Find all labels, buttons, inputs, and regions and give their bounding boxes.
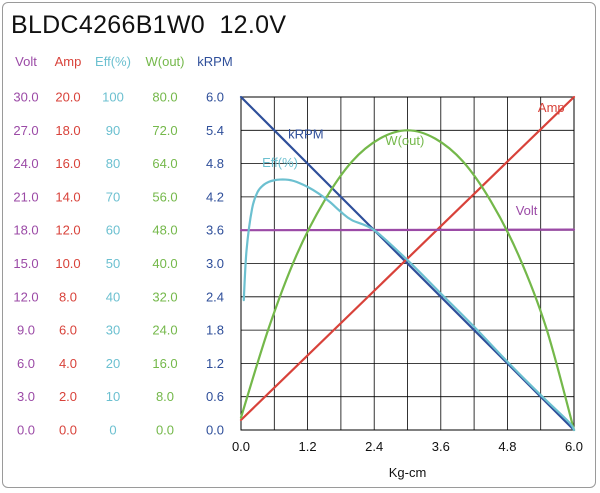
series-layer [239, 95, 576, 432]
y-tick-label-eff: 90 [106, 123, 120, 138]
y-tick-label-krpm: 1.2 [206, 356, 224, 371]
y-tick-label-krpm: 2.4 [206, 289, 224, 304]
y-tick-label-amp: 0.0 [59, 423, 77, 438]
y-tick-label-eff: 20 [106, 356, 120, 371]
y-tick-label-amp: 4.0 [59, 356, 77, 371]
y-tick-label-amp: 16.0 [55, 156, 80, 171]
y-axis-columns: Volt 0.0 3.0 6.0 9.0 12.0 15.0 18.0 21.0 24.0 27.0… [13, 54, 232, 438]
series-line-eff [242, 178, 576, 432]
y-tick-label-wout: 56.0 [152, 189, 177, 204]
series-labels: kRPM Amp Volt W(out) Eff(%) [262, 100, 565, 218]
y-tick-label-wout: 8.0 [156, 389, 174, 404]
y-tick-label-amp: 6.0 [59, 323, 77, 338]
y-tick-label-volt: 3.0 [17, 389, 35, 404]
series-label-krpm: kRPM [288, 127, 323, 142]
y-tick-label-krpm: 4.2 [206, 189, 224, 204]
y-tick-label-eff: 50 [106, 256, 120, 271]
y-tick-label-volt: 21.0 [13, 189, 38, 204]
y-axis-header-krpm: kRPM [197, 54, 232, 69]
x-tick-label: 4.8 [498, 439, 516, 454]
series-line-amp [239, 95, 576, 422]
y-tick-label-krpm: 0.0 [206, 423, 224, 438]
series-label-amp: Amp [538, 100, 565, 115]
y-tick-label-amp: 12.0 [55, 223, 80, 238]
y-tick-label-krpm: 0.6 [206, 389, 224, 404]
y-tick-label-volt: 18.0 [13, 223, 38, 238]
y-tick-label-volt: 0.0 [17, 423, 35, 438]
y-axis-header-amp: Amp [55, 54, 82, 69]
y-axis-krpm: kRPM 0.0 0.6 1.2 1.8 2.4 3.0 3.6 4.2 4.8 5.4 6.0 [197, 54, 232, 438]
y-tick-label-eff: 60 [106, 223, 120, 238]
y-tick-label-krpm: 1.8 [206, 323, 224, 338]
y-tick-label-krpm: 5.4 [206, 123, 224, 138]
y-axis-amp: Amp 0.0 2.0 4.0 6.0 8.0 10.0 12.0 14.0 16.0 18.0 20… [55, 54, 82, 438]
y-tick-label-wout: 40.0 [152, 256, 177, 271]
y-tick-label-eff: 80 [106, 156, 120, 171]
y-tick-label-wout: 48.0 [152, 223, 177, 238]
x-tick-label: 0.0 [232, 439, 250, 454]
y-tick-label-amp: 8.0 [59, 289, 77, 304]
y-tick-label-amp: 14.0 [55, 189, 80, 204]
x-tick-label: 3.6 [432, 439, 450, 454]
y-tick-label-amp: 20.0 [55, 90, 80, 105]
y-tick-label-eff: 0 [109, 423, 116, 438]
y-tick-label-wout: 72.0 [152, 123, 177, 138]
series-label-volt: Volt [516, 203, 538, 218]
y-axis-header-eff: Eff(%) [95, 54, 131, 69]
y-tick-label-volt: 9.0 [17, 323, 35, 338]
y-tick-label-wout: 16.0 [152, 356, 177, 371]
y-tick-label-volt: 27.0 [13, 123, 38, 138]
y-tick-label-wout: 24.0 [152, 323, 177, 338]
series-label-eff: Eff(%) [262, 155, 298, 170]
y-tick-label-wout: 32.0 [152, 289, 177, 304]
series-label-w-out: W(out) [385, 133, 424, 148]
y-tick-label-wout: 64.0 [152, 156, 177, 171]
chart-frame [2, 2, 596, 488]
y-tick-label-volt: 12.0 [13, 289, 38, 304]
y-tick-label-wout: 80.0 [152, 90, 177, 105]
y-tick-label-amp: 2.0 [59, 389, 77, 404]
y-tick-label-volt: 30.0 [13, 90, 38, 105]
y-tick-label-amp: 18.0 [55, 123, 80, 138]
y-axis-eff: Eff(%) 0 10 20 30 40 50 60 70 80 90 100 [95, 54, 131, 438]
y-tick-label-eff: 40 [106, 289, 120, 304]
x-tick-label: 2.4 [365, 439, 383, 454]
chart-title: BLDC4266B1W0 12.0V [11, 11, 287, 39]
y-tick-label-eff: 10 [106, 389, 120, 404]
y-tick-label-volt: 6.0 [17, 356, 35, 371]
y-tick-label-eff: 100 [102, 90, 124, 105]
x-axis-label: Kg-cm [389, 465, 427, 480]
y-tick-label-krpm: 3.6 [206, 223, 224, 238]
y-axis-header-wout: W(out) [146, 54, 185, 69]
y-axis-wout: W(out) 0.0 8.0 16.0 24.0 32.0 40.0 48.0 56.0 64.0… [146, 54, 185, 438]
x-tick-label: 6.0 [565, 439, 583, 454]
y-tick-label-volt: 15.0 [13, 256, 38, 271]
y-tick-label-volt: 24.0 [13, 156, 38, 171]
y-tick-label-krpm: 6.0 [206, 90, 224, 105]
y-tick-label-wout: 0.0 [156, 423, 174, 438]
y-tick-label-krpm: 4.8 [206, 156, 224, 171]
y-axis-volt: Volt 0.0 3.0 6.0 9.0 12.0 15.0 18.0 21.0 24.0 27.0… [13, 54, 38, 438]
y-tick-label-krpm: 3.0 [206, 256, 224, 271]
x-tick-label: 1.2 [299, 439, 317, 454]
x-axis: 0.0 1.2 2.4 3.6 4.8 6.0 Kg-cm [232, 439, 583, 480]
y-axis-header-volt: Volt [15, 54, 37, 69]
series-line-w-out [239, 129, 576, 432]
series-line-volt [239, 228, 576, 232]
y-tick-label-amp: 10.0 [55, 256, 80, 271]
y-tick-label-eff: 70 [106, 189, 120, 204]
y-tick-label-eff: 30 [106, 323, 120, 338]
